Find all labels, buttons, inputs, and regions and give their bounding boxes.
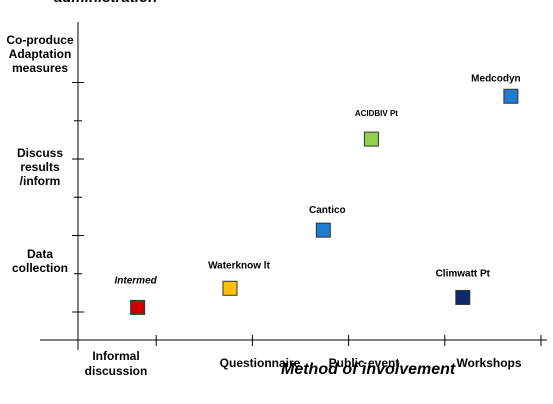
axes [40, 22, 547, 350]
data-point-marker [130, 299, 146, 315]
y-axis-labels: Data collection Discuss results/inform Co-pr… [6, 33, 74, 275]
x-category-label: Public event [329, 356, 400, 370]
x-category-label: Informal discussion [85, 349, 148, 378]
data-point-marker [363, 131, 379, 147]
data-point-marker [455, 289, 471, 305]
data-point-marker [503, 88, 519, 104]
data-point-label: Medcodyn [471, 73, 520, 84]
chart-title: administration [54, 0, 157, 6]
data-point-label: ACIDBIV Pt [355, 109, 398, 118]
data-point-label: Climwatt Pt [436, 268, 491, 279]
x-axis-title: Method of involvement [281, 361, 456, 378]
y-category-label: Co-produce Adaptation measures [6, 33, 74, 75]
y-category-label: Data collection [12, 247, 68, 275]
data-points: Intermed Waterknow lt Cantico ACIDBIV Pt Cli… [115, 73, 521, 315]
data-point-label: Intermed [115, 275, 158, 286]
x-axis-labels: Informal discussion Questionnaire Public ev… [85, 349, 522, 378]
data-point-marker [222, 280, 238, 296]
data-point-label: Cantico [309, 205, 346, 216]
data-point-marker [315, 222, 331, 238]
data-point-label: Waterknow lt [208, 260, 271, 271]
x-category-label: Questionnaire [220, 356, 301, 370]
x-category-label: Workshops [456, 356, 521, 370]
y-category-label: Discuss results/inform [17, 146, 63, 188]
